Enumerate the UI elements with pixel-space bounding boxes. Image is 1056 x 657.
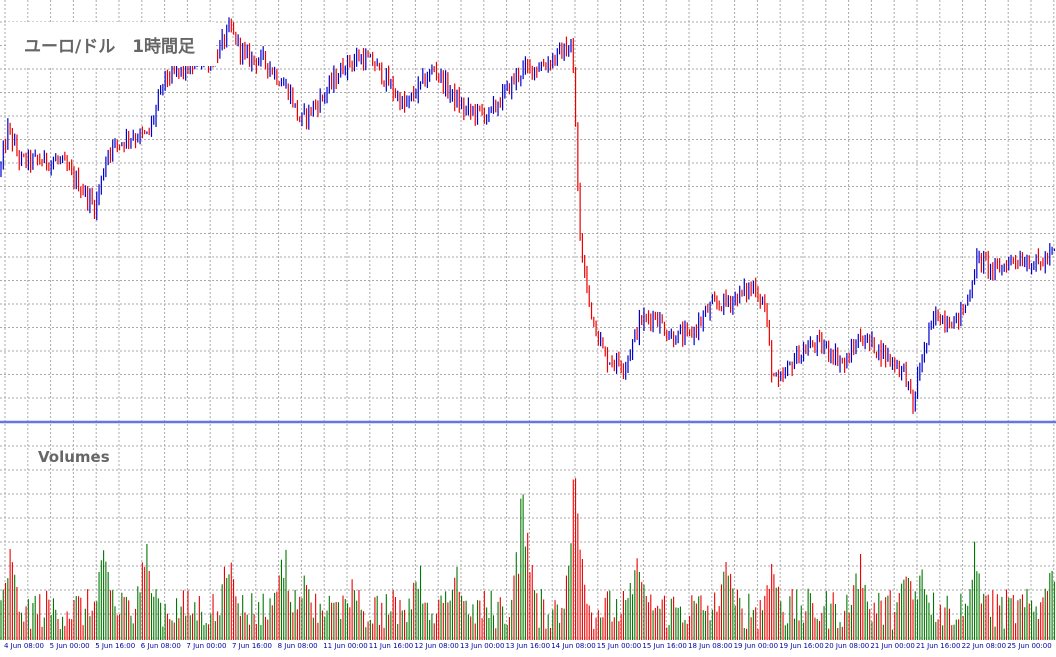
time-axis-label: 18 Jun 08:00 [688, 642, 732, 650]
price-panel[interactable] [0, 17, 1055, 414]
time-axis-label: 20 Jun 08:00 [825, 642, 869, 650]
title-backdrop [8, 22, 216, 66]
time-axis-label: 12 Jun 08:00 [414, 642, 458, 650]
time-axis-label: 5 Jun 16:00 [95, 642, 135, 650]
time-axis-label: 8 Jun 08:00 [278, 642, 318, 650]
time-axis-label: 6 Jun 08:00 [141, 642, 181, 650]
time-axis-label: 19 Jun 00:00 [734, 642, 778, 650]
volume-panel[interactable] [0, 478, 1055, 640]
time-axis-label: 25 Jun 00:00 [1007, 642, 1051, 650]
volumes-title: Volumes [38, 448, 110, 466]
time-axis-label: 13 Jun 00:00 [460, 642, 504, 650]
time-axis-label: 5 Jun 00:00 [50, 642, 90, 650]
time-axis-label: 4 Jun 08:00 [4, 642, 44, 650]
chart-title: ユーロ/ドル 1時間足 [24, 36, 195, 57]
grid-layer [0, 0, 1056, 640]
time-axis-label: 15 Jun 16:00 [642, 642, 686, 650]
time-axis: 4 Jun 08:00 5 Jun 00:00 5 Jun 16:00 6 Jun 0… [4, 642, 1052, 650]
time-axis-label: 15 Jun 00:00 [597, 642, 641, 650]
time-axis-label: 7 Jun 16:00 [232, 642, 272, 650]
time-axis-label: 19 Jun 16:00 [779, 642, 823, 650]
time-axis-label: 21 Jun 16:00 [916, 642, 960, 650]
time-axis-label: 14 Jun 08:00 [551, 642, 595, 650]
time-axis-label: 11 Jun 16:00 [369, 642, 413, 650]
time-axis-label: 13 Jun 16:00 [506, 642, 550, 650]
time-axis-label: 21 Jun 00:00 [870, 642, 914, 650]
time-axis-label: 22 Jun 08:00 [962, 642, 1006, 650]
time-axis-label: 11 Jun 00:00 [323, 642, 367, 650]
time-axis-label: 7 Jun 00:00 [186, 642, 226, 650]
